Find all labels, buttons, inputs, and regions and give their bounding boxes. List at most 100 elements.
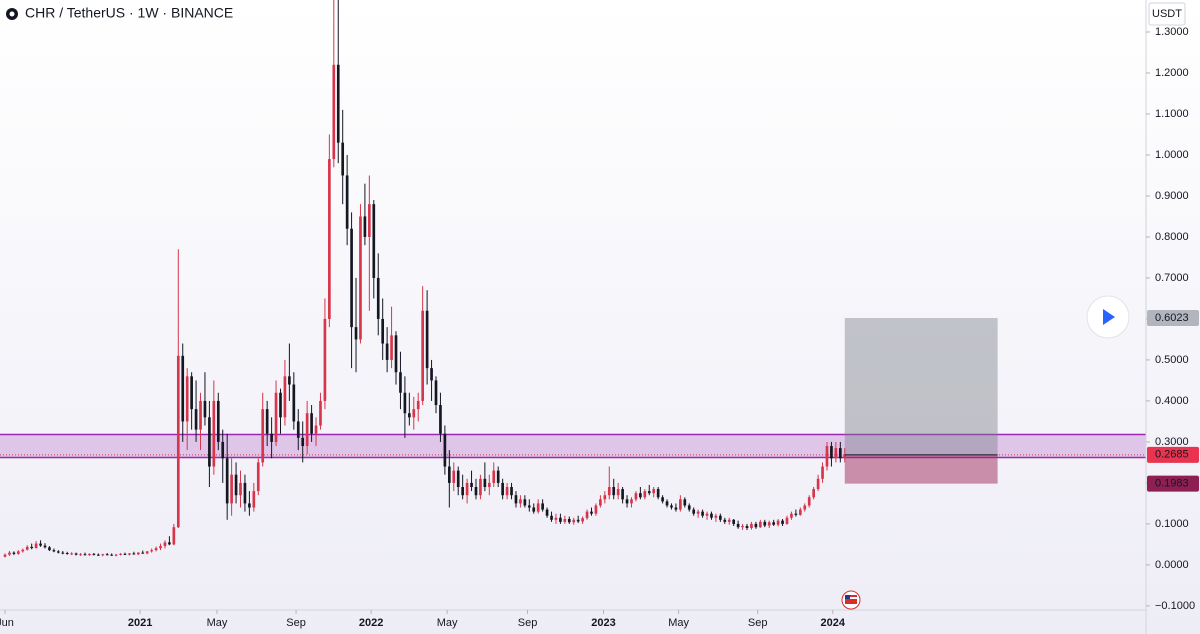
- candle-body: [665, 501, 669, 506]
- candle-body: [199, 400, 202, 430]
- candle-body: [136, 552, 140, 555]
- candle-body: [825, 446, 829, 467]
- candle-body: [479, 478, 482, 496]
- candle-body: [492, 470, 496, 483]
- candle-body: [3, 554, 7, 557]
- x-tick-label: May: [207, 617, 228, 629]
- target-box: [844, 317, 998, 455]
- candle-body: [110, 554, 113, 556]
- candle-body: [132, 553, 136, 555]
- candle-body: [319, 400, 322, 426]
- candle-body: [65, 553, 69, 555]
- candle-body: [599, 499, 602, 506]
- y-tick-label: 0.5000: [1155, 354, 1189, 366]
- candle-body: [821, 466, 824, 479]
- candle-body: [301, 437, 305, 447]
- candle-body: [296, 421, 300, 438]
- candle-body: [425, 310, 429, 369]
- candle-body: [590, 511, 593, 514]
- candle-body: [248, 503, 251, 508]
- candle-body: [30, 546, 34, 549]
- candle-body: [79, 554, 82, 556]
- play-button[interactable]: [1086, 295, 1130, 339]
- x-tick-label: Jun: [0, 617, 14, 629]
- candle-body: [279, 392, 282, 418]
- candle-body: [714, 515, 718, 518]
- candle-body: [323, 318, 327, 401]
- candle-body: [683, 499, 687, 506]
- candle-body: [505, 487, 509, 496]
- target-price-label-bg: [1147, 309, 1199, 326]
- candle-body: [727, 519, 731, 522]
- x-tick-label: May: [437, 617, 458, 629]
- candle-body: [434, 380, 438, 406]
- candle-body: [119, 553, 122, 555]
- candle-body: [163, 542, 167, 547]
- candle-body: [465, 482, 469, 496]
- candle-body: [145, 551, 149, 554]
- candle-body: [581, 518, 584, 522]
- candle-body: [474, 487, 478, 496]
- candle-body: [123, 553, 127, 555]
- event-flag[interactable]: [841, 590, 861, 610]
- flag-stripe: [845, 597, 857, 599]
- candle-body: [536, 503, 540, 512]
- candle-body: [830, 446, 833, 459]
- candle-body: [612, 487, 616, 496]
- candle-body: [381, 318, 385, 344]
- x-tick-label: Sep: [518, 617, 538, 629]
- currency-box[interactable]: [1148, 2, 1186, 26]
- candle-body: [759, 521, 762, 528]
- stop-box: [844, 454, 998, 484]
- candle-body: [807, 497, 811, 506]
- candle-body: [670, 505, 673, 508]
- y-tick-label: 0.9000: [1155, 190, 1189, 202]
- candle-body: [221, 441, 225, 459]
- y-tick-label: 0.0000: [1155, 559, 1189, 571]
- candle-body: [572, 519, 576, 523]
- candle-body: [350, 228, 353, 328]
- candle-body: [190, 376, 193, 410]
- candle-body: [310, 413, 313, 434]
- candle-body: [705, 513, 709, 516]
- candle-body: [719, 515, 722, 520]
- candle-body: [150, 550, 153, 552]
- candle-body: [447, 466, 451, 483]
- candle-body: [790, 513, 793, 518]
- candle-body: [363, 216, 367, 237]
- candle-body: [74, 553, 78, 555]
- candle-body: [25, 546, 29, 550]
- candle-body: [70, 553, 73, 555]
- plot-area: [0, 0, 1146, 558]
- candle-body: [265, 409, 269, 434]
- candle-body: [341, 142, 345, 176]
- x-tick-label: 2022: [359, 617, 383, 629]
- candle-body: [256, 462, 260, 492]
- candle-body: [230, 474, 233, 504]
- candle-body: [647, 491, 651, 494]
- x-tick-label: 2024: [821, 617, 846, 629]
- candle-body: [483, 478, 487, 488]
- candle-body: [212, 400, 216, 467]
- candle-body: [767, 522, 771, 526]
- candle-body: [88, 553, 91, 556]
- candle-body: [332, 64, 336, 160]
- y-tick-label: 1.3000: [1155, 26, 1189, 38]
- symbol-icon-dot: [9, 11, 15, 17]
- candle-body: [576, 519, 580, 522]
- candle-body: [519, 499, 522, 504]
- candle-body: [234, 474, 238, 496]
- candle-body: [270, 433, 273, 442]
- y-tick-label: 1.2000: [1155, 67, 1189, 79]
- candle-body: [652, 489, 656, 494]
- candle-body: [630, 499, 633, 504]
- candle-body: [252, 491, 256, 508]
- candle-body: [625, 499, 629, 504]
- candle-body: [17, 551, 20, 554]
- candle-body: [661, 497, 664, 502]
- candle-body: [456, 470, 460, 488]
- candle-body: [616, 489, 620, 496]
- candle-body: [48, 547, 51, 551]
- candle-body: [421, 310, 425, 401]
